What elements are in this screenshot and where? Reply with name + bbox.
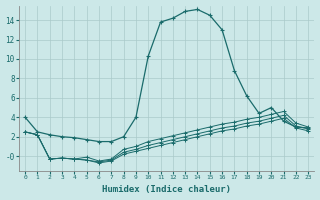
X-axis label: Humidex (Indice chaleur): Humidex (Indice chaleur)	[102, 185, 231, 194]
